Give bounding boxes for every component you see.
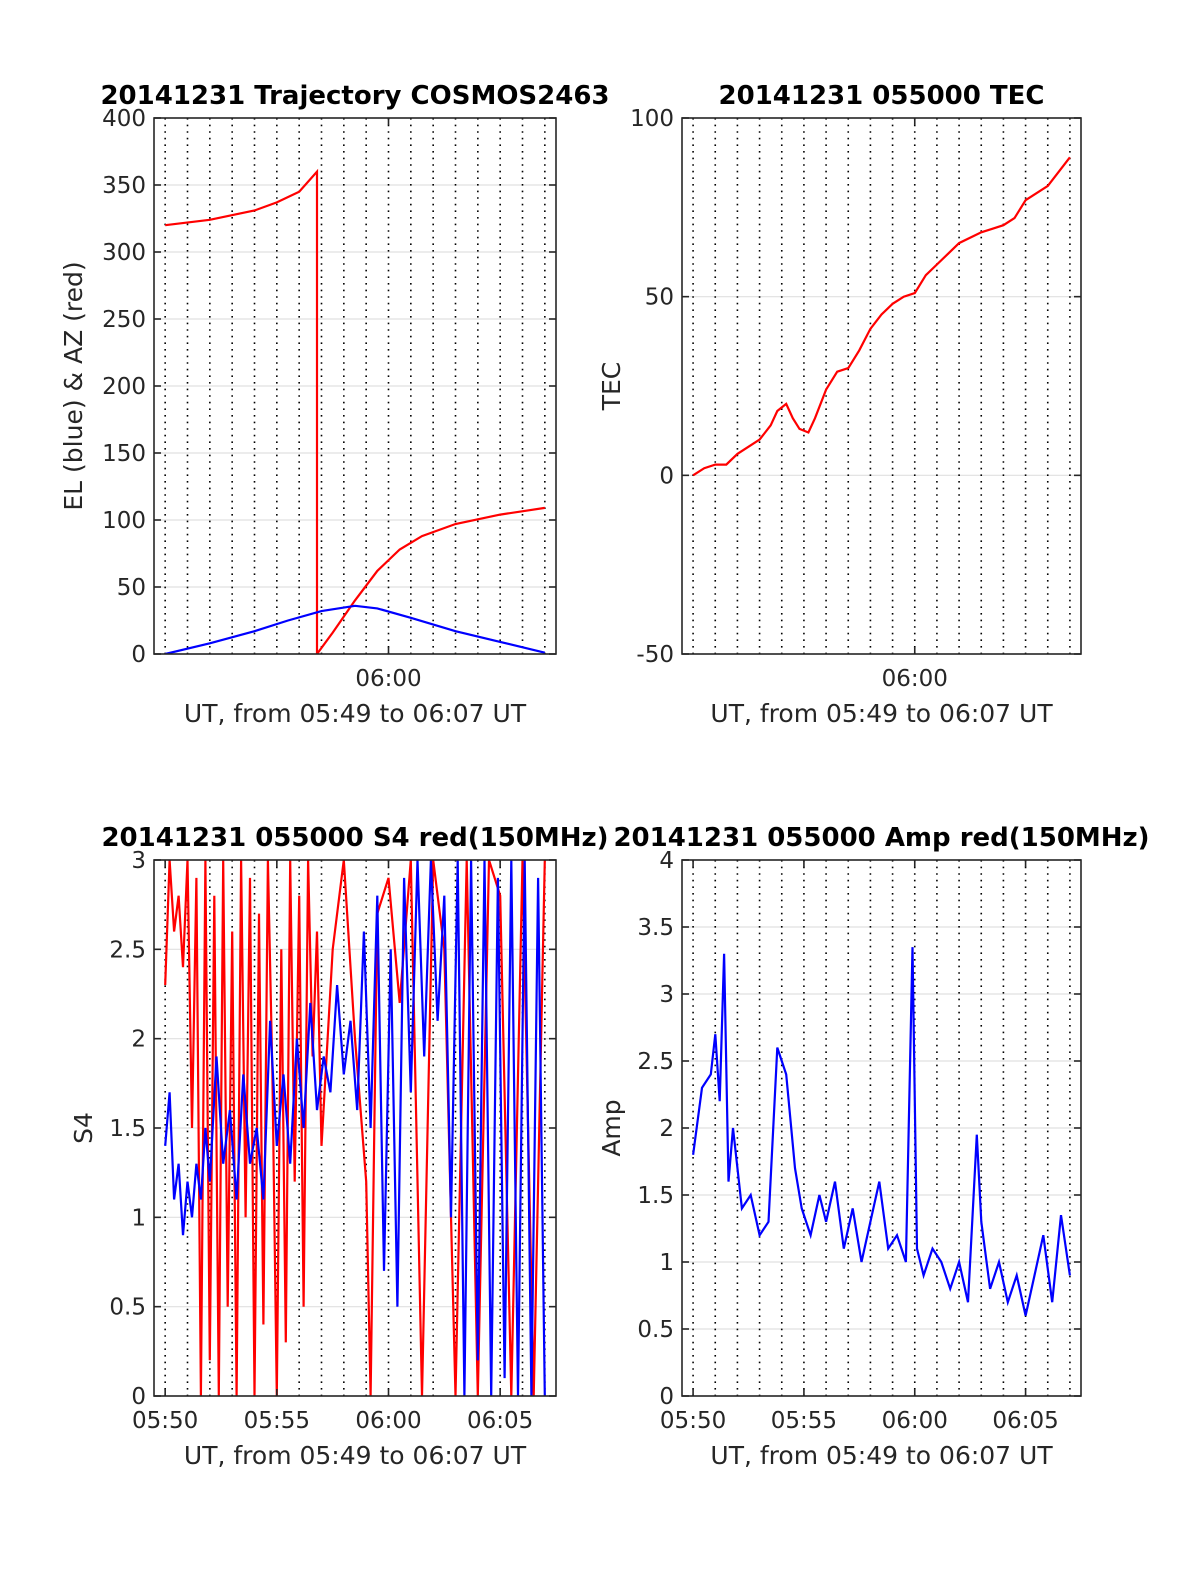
chart-title: 20141231 Trajectory COSMOS2463 <box>100 81 609 111</box>
y-tick-label: 50 <box>117 575 146 601</box>
y-tick-label: 0.5 <box>109 1295 146 1321</box>
y-axis-label: TEC <box>597 362 626 412</box>
x-tick-label: 06:05 <box>467 1408 533 1434</box>
y-tick-label: 0 <box>659 1384 674 1410</box>
y-tick-label: 3 <box>131 848 146 874</box>
series-line-0 <box>165 168 545 654</box>
y-tick-label: 200 <box>102 374 146 400</box>
y-tick-label: 1.5 <box>109 1116 146 1142</box>
y-tick-label: 50 <box>645 285 674 311</box>
x-tick-label: 05:55 <box>244 1408 310 1434</box>
series-line-1 <box>164 604 546 654</box>
x-tick-label: 06:00 <box>355 1408 421 1434</box>
y-tick-label: 3 <box>659 982 674 1008</box>
series-line-0 <box>164 860 546 1396</box>
s4-chart: 0 0.5 1 1.5 2 2.5 3 05:50 05:55 06:00 06:05 2014123… <box>69 823 609 1470</box>
chart-title: 20141231 055000 S4 red(150MHz) <box>101 823 608 853</box>
y-tick-label: 2.5 <box>637 1049 674 1075</box>
y-tick-label: 150 <box>102 441 146 467</box>
y-tick-label: 1.5 <box>637 1183 674 1209</box>
y-tick-label: 2 <box>659 1116 674 1142</box>
y-tick-label: 0 <box>659 463 674 489</box>
series-line-0 <box>692 156 1071 477</box>
y-tick-label: 0.5 <box>637 1317 674 1343</box>
y-tick-label: 350 <box>102 173 146 199</box>
trajectory-chart: 0 50 100 150 200 250 300 350 400 06:00 20141231 Tr… <box>59 81 610 728</box>
x-tick-label: 06:00 <box>882 1408 948 1434</box>
x-axis-label: UT, from 05:49 to 06:07 UT <box>184 699 527 728</box>
x-axis-label: UT, from 05:49 to 06:07 UT <box>710 1441 1053 1470</box>
series-line-1 <box>164 860 546 1396</box>
tec-chart: -50 0 50 100 06:00 20141231 055000 TEC UT, fro… <box>597 81 1082 728</box>
y-tick-label: 300 <box>102 240 146 266</box>
y-axis-label: EL (blue) & AZ (red) <box>59 261 88 510</box>
y-tick-label: 0 <box>131 642 146 668</box>
x-tick-label: 06:05 <box>992 1408 1058 1434</box>
amp-chart: 0 0.5 1 1.5 2 2.5 3 3.5 4 05:50 05:55 06:00 06:05 201… <box>597 823 1150 1470</box>
y-tick-label: 3.5 <box>637 915 674 941</box>
y-tick-label: 400 <box>102 106 146 132</box>
x-axis-label: UT, from 05:49 to 06:07 UT <box>184 1441 527 1470</box>
series-line-0 <box>692 947 1071 1316</box>
y-tick-label: 1 <box>659 1250 674 1276</box>
y-tick-label: 1 <box>131 1205 146 1231</box>
y-tick-label: 100 <box>630 106 674 132</box>
x-tick-label: 06:00 <box>882 666 948 692</box>
y-tick-label: 0 <box>131 1384 146 1410</box>
x-tick-label: 06:00 <box>355 666 421 692</box>
x-tick-label: 05:50 <box>660 1408 726 1434</box>
chart-title: 20141231 055000 Amp red(150MHz) <box>613 823 1149 853</box>
x-tick-label: 05:50 <box>132 1408 198 1434</box>
y-tick-label: -50 <box>636 642 674 668</box>
y-tick-label: 4 <box>659 848 674 874</box>
y-tick-label: 2 <box>131 1027 146 1053</box>
y-axis-label: S4 <box>69 1112 98 1144</box>
x-axis-label: UT, from 05:49 to 06:07 UT <box>710 699 1053 728</box>
chart-title: 20141231 055000 TEC <box>719 81 1045 111</box>
y-tick-label: 2.5 <box>109 937 146 963</box>
y-tick-label: 250 <box>102 307 146 333</box>
y-axis-label: Amp <box>597 1099 626 1156</box>
axes-frame <box>681 117 1082 655</box>
x-tick-label: 05:55 <box>771 1408 837 1434</box>
y-tick-label: 100 <box>102 508 146 534</box>
